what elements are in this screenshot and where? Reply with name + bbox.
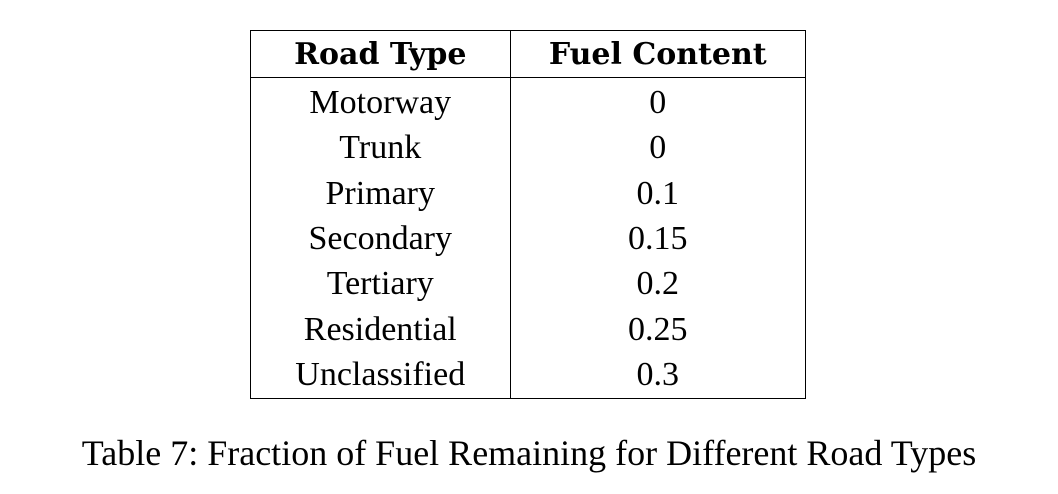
fuel-content-cell: 0.3 — [636, 356, 680, 394]
fuel-table-frame: Road Type Fuel Content Motorway 0 Trunk … — [250, 30, 806, 399]
table-row: Primary 0.1 — [251, 170, 805, 217]
fuel-content-cell: 0.2 — [636, 265, 680, 303]
table-row: Secondary 0.15 — [251, 216, 805, 262]
header-fuel-content: Fuel Content — [510, 31, 805, 78]
road-type-cell: Trunk — [251, 125, 511, 171]
table-row: Trunk 0 — [251, 125, 805, 171]
header-road-type: Road Type — [251, 31, 511, 78]
fuel-content-table: Road Type Fuel Content Motorway 0 Trunk … — [251, 31, 805, 398]
fuel-content-cell: 0.15 — [628, 219, 688, 257]
fuel-content-cell: 0 — [649, 83, 667, 121]
table-header-row: Road Type Fuel Content — [251, 31, 805, 78]
road-type-cell: Secondary — [251, 216, 511, 262]
table-row: Motorway 0 — [251, 77, 805, 126]
fuel-content-cell: 0 — [649, 129, 667, 167]
road-type-cell: Unclassified — [251, 352, 511, 398]
table-caption: Table 7: Fraction of Fuel Remaining for … — [81, 433, 977, 473]
road-type-cell: Motorway — [251, 77, 511, 126]
road-type-cell: Primary — [251, 170, 511, 217]
table-row: Residential 0.25 — [251, 307, 805, 353]
fuel-content-cell: 0.1 — [636, 174, 680, 212]
table-row: Tertiary 0.2 — [251, 261, 805, 308]
road-type-cell: Tertiary — [251, 261, 511, 308]
table-row: Unclassified 0.3 — [251, 352, 805, 398]
road-type-cell: Residential — [251, 307, 511, 353]
fuel-content-cell: 0.25 — [628, 310, 688, 348]
